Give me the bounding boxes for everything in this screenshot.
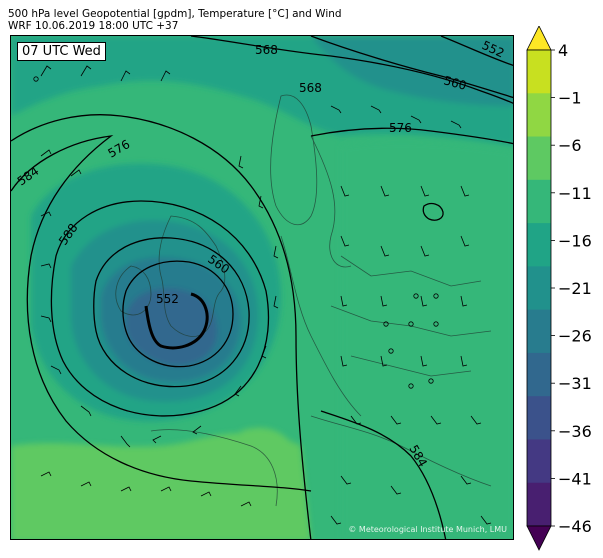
contour-label: 576 bbox=[389, 121, 412, 135]
temperature-colorbar: 4 −1 −6 −11 −16 −21 −26 −31 −36 −41 −46 bbox=[522, 25, 603, 554]
colorbar-tick-label: −6 bbox=[558, 136, 582, 155]
contour-552 bbox=[144, 292, 209, 350]
coastlines bbox=[115, 94, 492, 507]
colorbar-segment bbox=[527, 223, 551, 267]
forecast-time-label: 07 UTC Wed bbox=[17, 42, 106, 61]
wind-barbs bbox=[40, 65, 492, 525]
temperature-band-warm-southwest bbox=[11, 432, 311, 539]
colorbar-tick-label: −26 bbox=[558, 327, 592, 346]
contour-label: 552 bbox=[156, 292, 179, 306]
colorbar-tick-label: −16 bbox=[558, 231, 592, 250]
contour-552-small bbox=[422, 202, 444, 221]
colorbar-extend-min bbox=[526, 525, 552, 551]
contour-584 bbox=[11, 135, 312, 492]
colorbar-tick-label: −11 bbox=[558, 184, 592, 203]
colorbar-tick-label: 4 bbox=[558, 41, 568, 60]
contour-552-north bbox=[440, 36, 513, 66]
credit-text: © Meteorological Institute Munich, LMU bbox=[348, 525, 507, 534]
contour-label: 568 bbox=[255, 43, 278, 57]
contour-560 bbox=[122, 260, 234, 368]
map-title: 500 hPa level Geopotential [gpdm], Tempe… bbox=[8, 8, 342, 20]
colorbar-extend-max bbox=[526, 25, 552, 51]
colorbar-segment bbox=[527, 50, 551, 94]
geopotential-contours bbox=[11, 36, 513, 539]
contour-568 bbox=[190, 36, 513, 104]
colorbar-segment bbox=[527, 266, 551, 311]
contour-576-east bbox=[310, 127, 513, 145]
contour-label: 560 bbox=[442, 73, 468, 92]
colorbar-segment bbox=[527, 352, 551, 397]
colorbar-segment bbox=[527, 179, 551, 224]
calm-wind-markers bbox=[33, 76, 439, 389]
contour-label-group: 552 560 568 576 584 588 552 560 568 576 … bbox=[15, 38, 507, 469]
colorbar-segment bbox=[527, 482, 551, 527]
colorbar-tick-label: −36 bbox=[558, 422, 592, 441]
colorbar-tick-label: −46 bbox=[558, 517, 592, 536]
contour-588 bbox=[50, 200, 270, 417]
colorbar-segment bbox=[527, 439, 551, 484]
contour-584-east bbox=[320, 410, 447, 539]
contour-label: 568 bbox=[299, 81, 322, 95]
contour-560-north bbox=[310, 36, 513, 99]
colorbar-segment bbox=[527, 136, 551, 181]
run-info: WRF 10.06.2019 18:00 UTC +37 bbox=[8, 20, 179, 32]
colorbar-svg: 4 −1 −6 −11 −16 −21 −26 −31 −36 −41 −46 bbox=[526, 25, 592, 551]
contour-576-inner bbox=[93, 237, 250, 388]
colorbar-segment bbox=[527, 396, 551, 440]
map-canvas: 552 560 568 576 584 588 552 560 568 576 … bbox=[11, 36, 513, 539]
colorbar-tick-label: −1 bbox=[558, 89, 582, 108]
contour-576 bbox=[11, 114, 312, 539]
weather-map: 552 560 568 576 584 588 552 560 568 576 … bbox=[10, 35, 514, 540]
colorbar-segment bbox=[527, 309, 551, 354]
colorbar-tick-label: −41 bbox=[558, 469, 592, 488]
colorbar-tick-label: −21 bbox=[558, 279, 592, 298]
colorbar-tick-label: −31 bbox=[558, 374, 592, 393]
colorbar-segment bbox=[527, 93, 551, 138]
temperature-band-east bbox=[341, 140, 513, 539]
